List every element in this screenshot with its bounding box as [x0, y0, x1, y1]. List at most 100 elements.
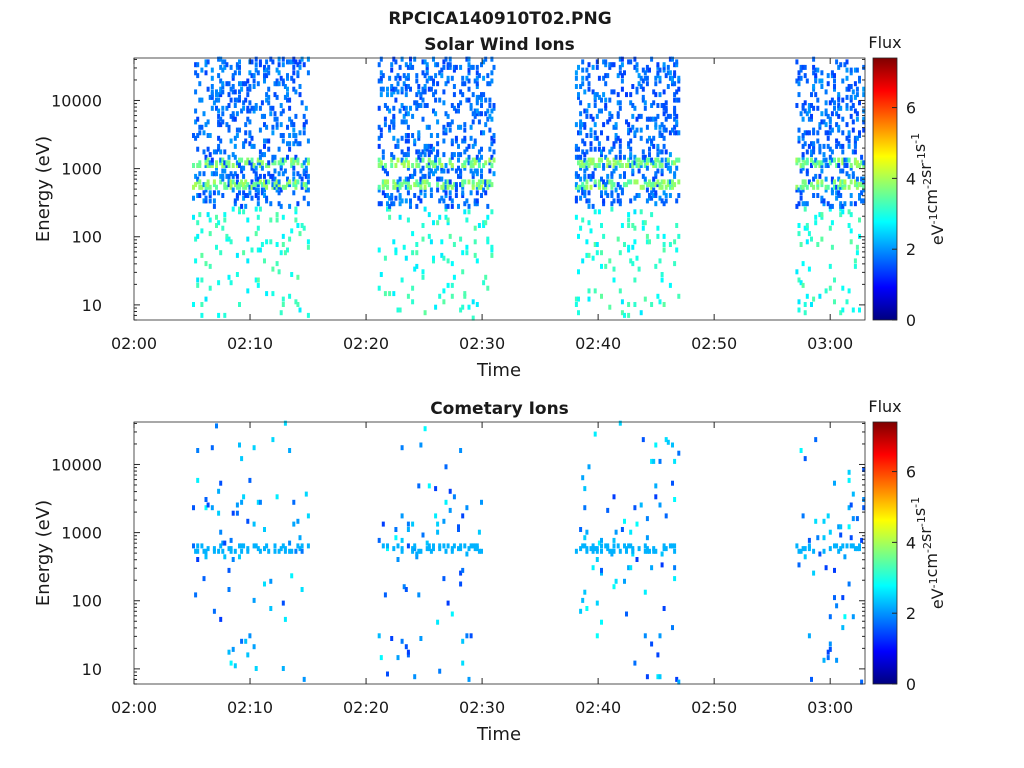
- heatmap-cell: [265, 291, 268, 296]
- heatmap-cell: [296, 275, 299, 280]
- heatmap-cell: [205, 196, 208, 201]
- heatmap-cell: [267, 139, 270, 144]
- heatmap-cell: [642, 226, 645, 231]
- heatmap-cell: [451, 139, 454, 144]
- heatmap-cell: [378, 185, 381, 190]
- heatmap-cell: [428, 483, 431, 488]
- heatmap-cell: [413, 193, 416, 198]
- heatmap-cell: [388, 215, 391, 220]
- heatmap-cell: [405, 119, 408, 124]
- heatmap-cell: [445, 163, 448, 168]
- heatmap-cell: [240, 639, 243, 644]
- heatmap-cell: [459, 582, 462, 587]
- heatmap-cell: [644, 633, 647, 638]
- heatmap-cell: [436, 182, 439, 187]
- heatmap-cell: [407, 160, 410, 165]
- heatmap-cell: [675, 248, 678, 253]
- heatmap-cell: [846, 59, 849, 64]
- heatmap-cell: [246, 237, 249, 242]
- heatmap-cell: [242, 209, 245, 214]
- heatmap-cell: [392, 546, 395, 551]
- heatmap-cell: [424, 84, 427, 89]
- heatmap-cell: [638, 267, 641, 272]
- heatmap-cell: [583, 122, 586, 127]
- heatmap-cell: [286, 248, 289, 253]
- heatmap-cell: [581, 81, 584, 86]
- heatmap-cell: [798, 92, 801, 97]
- heatmap-cell: [409, 87, 412, 92]
- heatmap-cell: [621, 62, 624, 67]
- heatmap-cell: [833, 158, 836, 163]
- heatmap-cell: [673, 497, 676, 502]
- x-tick-label: 02:20: [343, 334, 389, 353]
- heatmap-cell: [671, 625, 674, 630]
- heatmap-cell: [422, 237, 425, 242]
- heatmap-cell: [588, 62, 591, 67]
- heatmap-cell: [228, 103, 231, 108]
- heatmap-cell: [596, 250, 599, 255]
- heatmap-cell: [493, 158, 496, 163]
- heatmap-cell: [596, 633, 599, 638]
- heatmap-cell: [401, 198, 404, 203]
- heatmap-cell: [850, 163, 853, 168]
- heatmap-cell: [397, 557, 400, 562]
- heatmap-cell: [430, 87, 433, 92]
- heatmap-cell: [451, 119, 454, 124]
- heatmap-cell: [493, 103, 496, 108]
- heatmap-cell: [221, 119, 224, 124]
- y-tick-label: 10: [82, 660, 102, 679]
- heatmap-cell: [382, 73, 385, 78]
- heatmap-cell: [401, 136, 404, 141]
- heatmap-cell: [665, 106, 668, 111]
- heatmap-cell: [286, 87, 289, 92]
- heatmap-cell: [221, 106, 224, 111]
- heatmap-cell: [835, 603, 838, 608]
- heatmap-cell: [384, 592, 387, 597]
- heatmap-cell: [307, 188, 310, 193]
- heatmap-cell: [818, 174, 821, 179]
- heatmap-cell: [636, 68, 639, 73]
- heatmap-cell: [583, 535, 586, 540]
- heatmap-cell: [486, 215, 489, 220]
- heatmap-cell: [468, 144, 471, 149]
- heatmap-cell: [445, 128, 448, 133]
- heatmap-cell: [841, 308, 844, 313]
- heatmap-cell: [644, 297, 647, 302]
- heatmap-cell: [196, 147, 199, 152]
- heatmap-cell: [831, 128, 834, 133]
- heatmap-cell: [650, 212, 653, 217]
- heatmap-cell: [246, 519, 249, 524]
- heatmap-cell: [602, 198, 605, 203]
- x-tick-label: 02:50: [691, 698, 737, 717]
- heatmap-cell: [486, 73, 489, 78]
- heatmap-cell: [445, 464, 448, 469]
- heatmap-cell: [661, 158, 664, 163]
- heatmap-cell: [484, 275, 487, 280]
- heatmap-cell: [411, 299, 414, 304]
- heatmap-cell: [592, 171, 595, 176]
- heatmap-cell: [211, 106, 214, 111]
- heatmap-cell: [650, 302, 653, 307]
- heatmap-cell: [839, 193, 842, 198]
- heatmap-cell: [234, 89, 237, 94]
- heatmap-cell: [667, 158, 670, 163]
- heatmap-cell: [267, 65, 270, 70]
- heatmap-cell: [457, 158, 460, 163]
- heatmap-cell: [274, 155, 277, 160]
- heatmap-cell: [242, 543, 245, 548]
- heatmap-cell: [196, 283, 199, 288]
- heatmap-cell: [606, 136, 609, 141]
- heatmap-cell: [482, 280, 485, 285]
- heatmap-cell: [856, 111, 859, 116]
- heatmap-cell: [415, 73, 418, 78]
- heatmap-cell: [465, 633, 468, 638]
- heatmap-cell: [636, 62, 639, 67]
- heatmap-cell: [430, 133, 433, 138]
- heatmap-cell: [209, 264, 212, 269]
- heatmap-cell: [661, 185, 664, 190]
- heatmap-cell: [808, 267, 811, 272]
- heatmap-cell: [654, 483, 657, 488]
- heatmap-cell: [282, 302, 285, 307]
- heatmap-cell: [596, 114, 599, 119]
- heatmap-cell: [223, 149, 226, 154]
